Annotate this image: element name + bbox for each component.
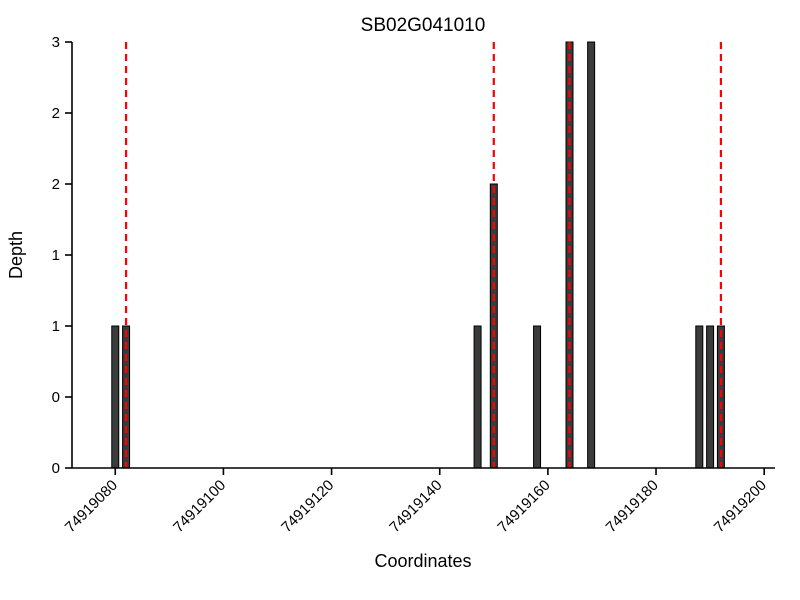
- y-tick-label: 0: [52, 389, 60, 406]
- x-tick-label: 74919180: [603, 477, 662, 536]
- bars-layer: [111, 41, 725, 469]
- depth-bar: [587, 41, 596, 469]
- x-tick-label: 74919120: [278, 477, 337, 536]
- x-tick-label: 74919160: [494, 477, 553, 536]
- depth-bar: [695, 325, 704, 469]
- y-axis-label: Depth: [6, 231, 26, 279]
- y-tick-label: 3: [52, 34, 60, 51]
- x-tick-label: 74919200: [711, 477, 770, 536]
- x-tick-label: 74919140: [386, 477, 445, 536]
- axes-layer: 0 0 1 1 2 2 3 74919080 74919100 74919120 74919140 7…: [52, 34, 775, 536]
- x-axis-label: Coordinates: [374, 551, 471, 571]
- x-tick-label: 74919080: [62, 477, 121, 536]
- depth-bar: [111, 325, 120, 469]
- y-tick-label: 2: [52, 176, 60, 193]
- y-tick-label: 2: [52, 105, 60, 122]
- y-tick-label: 1: [52, 247, 60, 264]
- y-tick-label: 1: [52, 318, 60, 335]
- y-tick-label: 0: [52, 460, 60, 477]
- depth-bar: [533, 325, 542, 469]
- marker-lines-layer: [124, 42, 723, 468]
- chart-title: SB02G041010: [361, 15, 486, 36]
- depth-bar: [706, 325, 715, 469]
- x-tick-label: 74919100: [170, 477, 229, 536]
- depth-bar: [473, 325, 482, 469]
